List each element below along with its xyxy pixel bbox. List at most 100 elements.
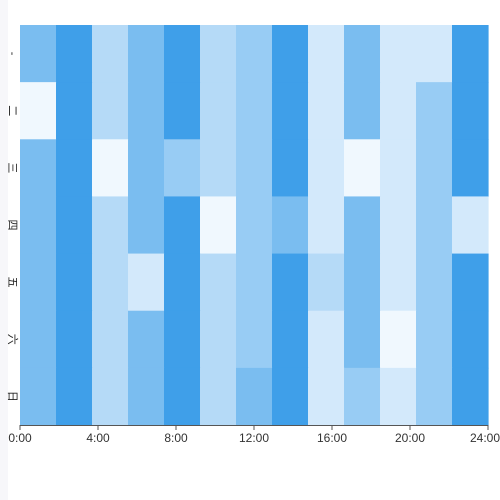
heatmap-cell-r3-c11 bbox=[416, 196, 453, 255]
x-tick-label: 0:00 bbox=[8, 431, 32, 445]
y-tick-label: 六 bbox=[6, 334, 19, 345]
y-tick-label: 四 bbox=[6, 220, 18, 231]
heatmap-cell-r2-c7 bbox=[272, 139, 309, 198]
heatmap-cell-r0-c5 bbox=[200, 25, 237, 83]
heatmap-cell-r1-c10 bbox=[380, 82, 417, 140]
x-tick-label: 24:00 bbox=[470, 431, 500, 445]
heatmap-cell-r2-c11 bbox=[416, 139, 453, 198]
y-tick-label: - bbox=[6, 52, 18, 56]
heatmap-cell-r4-c12 bbox=[452, 253, 489, 312]
x-tick-label: 16:00 bbox=[317, 431, 347, 445]
heatmap-cell-r2-c10 bbox=[380, 139, 417, 198]
heatmap-cell-r5-c1 bbox=[56, 310, 93, 369]
heatmap-cell-r3-c8 bbox=[308, 196, 345, 255]
heatmap-cell-r0-c1 bbox=[56, 25, 93, 83]
heatmap-cell-r6-c12 bbox=[452, 367, 489, 426]
heatmap-cell-r6-c8 bbox=[308, 367, 345, 426]
heatmap-cell-r3-c2 bbox=[92, 196, 129, 255]
heatmap-cell-r5-c2 bbox=[92, 310, 129, 369]
heatmap-cell-r5-c9 bbox=[344, 310, 381, 369]
heatmap-cell-r6-c0 bbox=[20, 367, 57, 426]
heatmap-cell-r5-c4 bbox=[164, 310, 201, 369]
heatmap-cell-r1-c2 bbox=[92, 82, 129, 140]
heatmap-cell-r5-c3 bbox=[128, 310, 165, 369]
heatmap-cell-r1-c5 bbox=[200, 82, 237, 140]
heatmap-cell-r2-c3 bbox=[128, 139, 165, 198]
heatmap-cell-r3-c3 bbox=[128, 196, 165, 255]
heatmap-cell-r6-c11 bbox=[416, 367, 453, 426]
left-edge-strip bbox=[0, 0, 8, 500]
heatmap-cell-r2-c12 bbox=[452, 139, 489, 198]
heatmap-cell-r4-c9 bbox=[344, 253, 381, 312]
heatmap-cell-r1-c4 bbox=[164, 82, 201, 140]
heatmap-cell-r2-c1 bbox=[56, 139, 93, 198]
heatmap-cell-r4-c2 bbox=[92, 253, 129, 312]
heatmap-cell-r6-c3 bbox=[128, 367, 165, 426]
heatmap-cell-r3-c6 bbox=[236, 196, 273, 255]
heatmap-cell-r1-c3 bbox=[128, 82, 165, 140]
heatmap-cell-r4-c1 bbox=[56, 253, 93, 312]
heatmap-cell-r5-c12 bbox=[452, 310, 489, 369]
heatmap-cell-r4-c11 bbox=[416, 253, 453, 312]
heatmap-cell-r2-c8 bbox=[308, 139, 345, 198]
heatmap-cell-r0-c3 bbox=[128, 25, 165, 83]
heatmap-cell-r3-c0 bbox=[20, 196, 57, 255]
heatmap-cell-r5-c10 bbox=[380, 310, 417, 369]
heatmap-cell-r4-c7 bbox=[272, 253, 309, 312]
heatmap-cell-r2-c9 bbox=[344, 139, 381, 198]
x-tick-label: 4:00 bbox=[86, 431, 110, 445]
heatmap-cell-r0-c11 bbox=[416, 25, 453, 83]
heatmap-cell-r2-c6 bbox=[236, 139, 273, 198]
heatmap-cell-r5-c0 bbox=[20, 310, 57, 369]
heatmap-cell-r1-c11 bbox=[416, 82, 453, 140]
heatmap-cell-r3-c9 bbox=[344, 196, 381, 255]
heatmap-cell-r4-c8 bbox=[308, 253, 345, 312]
heatmap-cell-r0-c0 bbox=[20, 25, 57, 83]
heatmap-cell-r1-c12 bbox=[452, 82, 489, 140]
heatmap-cell-r5-c8 bbox=[308, 310, 345, 369]
heatmap-cell-r2-c2 bbox=[92, 139, 129, 198]
heatmap-cell-r5-c7 bbox=[272, 310, 309, 369]
y-tick-label: 二 bbox=[6, 105, 18, 116]
heatmap-cell-r2-c0 bbox=[20, 139, 57, 198]
x-tick-label: 8:00 bbox=[164, 431, 188, 445]
heatmap-cell-r0-c7 bbox=[272, 25, 309, 83]
heatmap-cell-r2-c4 bbox=[164, 139, 201, 198]
heatmap-cell-r4-c10 bbox=[380, 253, 417, 312]
heatmap-cell-r6-c6 bbox=[236, 367, 273, 426]
x-tick-label: 20:00 bbox=[395, 431, 425, 445]
heatmap-cell-r0-c4 bbox=[164, 25, 201, 83]
heatmap-cell-r5-c6 bbox=[236, 310, 273, 369]
heatmap-cell-r1-c8 bbox=[308, 82, 345, 140]
y-tick-label: 五 bbox=[6, 277, 18, 288]
heatmap-cell-r1-c9 bbox=[344, 82, 381, 140]
heatmap-cell-r6-c7 bbox=[272, 367, 309, 426]
heatmap-cell-r5-c11 bbox=[416, 310, 453, 369]
heatmap-cell-r3-c4 bbox=[164, 196, 201, 255]
heatmap-cell-r0-c6 bbox=[236, 25, 273, 83]
heatmap-cell-r1-c7 bbox=[272, 82, 309, 140]
heatmap-cell-r1-c0 bbox=[20, 82, 57, 140]
heatmap-cell-r0-c8 bbox=[308, 25, 345, 83]
heatmap-cell-r3-c1 bbox=[56, 196, 93, 255]
heatmap-cell-r0-c10 bbox=[380, 25, 417, 83]
heatmap-cell-r6-c10 bbox=[380, 367, 417, 426]
heatmap-cell-r3-c5 bbox=[200, 196, 237, 255]
heatmap-cell-r5-c5 bbox=[200, 310, 237, 369]
heatmap-cell-r2-c5 bbox=[200, 139, 237, 198]
heatmap-cell-r4-c0 bbox=[20, 253, 57, 312]
y-tick-label: 日 bbox=[6, 391, 18, 402]
heatmap-cell-r4-c6 bbox=[236, 253, 273, 312]
heatmap-cell-r0-c2 bbox=[92, 25, 129, 83]
heatmap-cell-r3-c7 bbox=[272, 196, 309, 255]
heatmap-cell-r6-c9 bbox=[344, 367, 381, 426]
heatmap-cell-r6-c1 bbox=[56, 367, 93, 426]
heatmap-cell-r4-c4 bbox=[164, 253, 201, 312]
heatmap-cell-r4-c5 bbox=[200, 253, 237, 312]
heatmap-cell-r6-c2 bbox=[92, 367, 129, 426]
heatmap-cell-r0-c9 bbox=[344, 25, 381, 83]
heatmap-cell-r3-c12 bbox=[452, 196, 489, 255]
heatmap-cell-r0-c12 bbox=[452, 25, 489, 83]
